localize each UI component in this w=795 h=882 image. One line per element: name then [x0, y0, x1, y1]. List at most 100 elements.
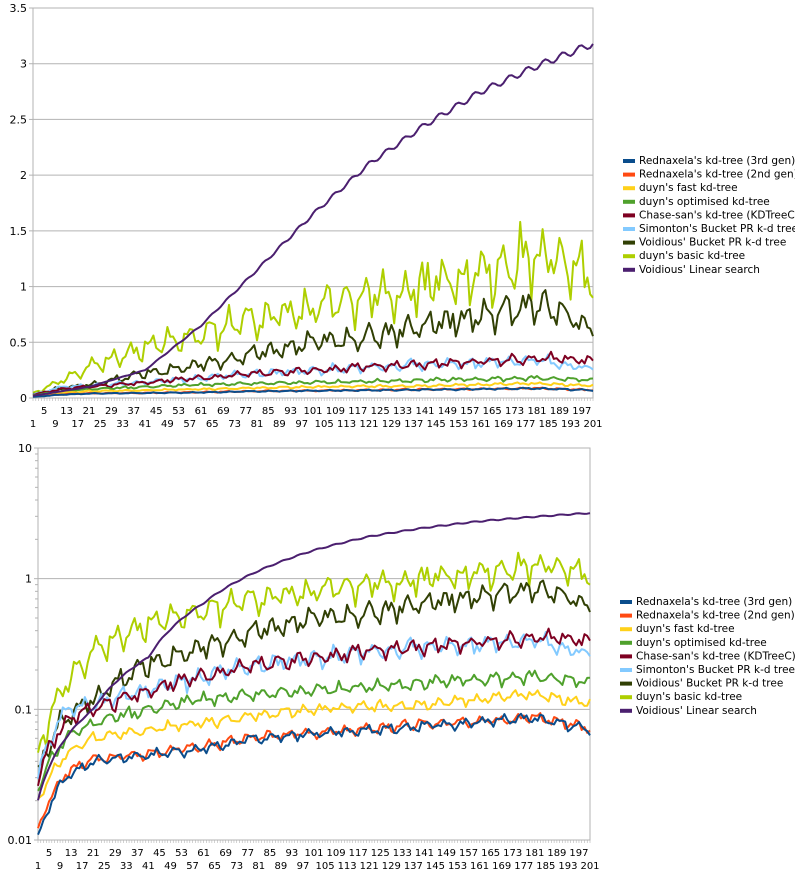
x-tick-label: 45: [153, 848, 166, 859]
x-tick-label: 181: [527, 406, 546, 417]
y-tick-label: 0.1: [15, 703, 33, 716]
y-tick-label: 1: [20, 281, 27, 294]
x-tick-label: 193: [558, 861, 577, 872]
x-tick-label: 197: [572, 406, 591, 417]
legend-label: duyn's fast kd-tree: [636, 623, 735, 635]
x-tick-label: 17: [71, 419, 84, 430]
y-tick-label: 0.5: [10, 336, 28, 349]
x-tick-label: 121: [359, 419, 378, 430]
x-tick-label: 45: [150, 406, 163, 417]
x-tick-label: 9: [57, 861, 63, 872]
x-tick-label: 201: [580, 861, 599, 872]
x-tick-label: 73: [230, 861, 243, 872]
x-tick-label: 85: [263, 848, 276, 859]
series-line-8: [37, 512, 591, 801]
x-tick-label: 97: [297, 861, 310, 872]
x-tick-label: 77: [241, 848, 254, 859]
y-tick-label: 1.5: [10, 225, 28, 238]
x-tick-label: 161: [470, 861, 489, 872]
legend-swatch: [620, 695, 632, 700]
x-tick-label: 133: [393, 848, 412, 859]
series-line-7: [32, 220, 594, 394]
x-tick-label: 101: [303, 406, 322, 417]
legend-label: Voidious' Bucket PR k-d tree: [639, 237, 786, 249]
x-tick-label: 41: [139, 419, 152, 430]
x-tick-label: 177: [516, 419, 535, 430]
legend-label: Rednaxela's kd-tree (2nd gen): [639, 169, 795, 181]
series-line-7: [37, 551, 591, 753]
legend-label: Voidious' Bucket PR k-d tree: [636, 678, 783, 690]
y-tick-label: 3.5: [10, 2, 28, 15]
x-tick-label: 37: [127, 406, 140, 417]
y-tick-label: 2: [20, 169, 27, 182]
x-tick-label: 125: [371, 848, 390, 859]
x-tick-label: 57: [183, 419, 196, 430]
x-tick-label: 37: [131, 848, 144, 859]
legend-swatch: [620, 681, 632, 686]
x-tick-label: 145: [426, 861, 445, 872]
y-tick-label: 10: [18, 442, 32, 455]
x-tick-label: 81: [251, 419, 264, 430]
legend-swatch: [623, 240, 635, 245]
legend-label: Simonton's Bucket PR k-d tree: [636, 664, 795, 676]
series-line-3: [32, 375, 594, 397]
x-tick-label: 169: [494, 419, 513, 430]
x-tick-label: 5: [46, 848, 52, 859]
legend-swatch: [620, 640, 632, 645]
x-tick-label: 109: [327, 848, 346, 859]
x-tick-label: 185: [539, 419, 558, 430]
legend-label: Chase-san's kd-tree (KDTreeC): [639, 209, 795, 221]
x-tick-label: 29: [109, 848, 122, 859]
legend-label: duyn's basic kd-tree: [636, 691, 742, 703]
legend-swatch: [620, 613, 632, 618]
x-tick-label: 77: [239, 406, 252, 417]
x-tick-label: 125: [371, 406, 390, 417]
x-tick-label: 201: [583, 419, 602, 430]
x-tick-label: 101: [304, 848, 323, 859]
x-tick-label: 73: [228, 419, 241, 430]
series-line-0: [32, 386, 594, 398]
x-tick-label: 93: [284, 406, 297, 417]
x-tick-label: 173: [505, 406, 524, 417]
series-line-8: [32, 43, 594, 397]
legend-label: duyn's optimised kd-tree: [639, 196, 770, 208]
legend-swatch: [620, 627, 632, 632]
x-tick-label: 133: [393, 406, 412, 417]
x-tick-label: 49: [161, 419, 174, 430]
x-tick-label: 137: [404, 419, 423, 430]
x-tick-label: 13: [65, 848, 78, 859]
x-tick-label: 137: [404, 861, 423, 872]
legend-label: duyn's optimised kd-tree: [636, 637, 767, 649]
x-tick-label: 169: [492, 861, 511, 872]
x-tick-label: 129: [382, 861, 401, 872]
series-line-6: [32, 289, 594, 395]
x-tick-label: 65: [208, 861, 221, 872]
x-tick-label: 1: [35, 861, 41, 872]
x-tick-label: 69: [219, 848, 232, 859]
x-tick-label: 153: [448, 861, 467, 872]
x-tick-label: 161: [471, 419, 490, 430]
x-tick-label: 53: [175, 848, 188, 859]
legend-swatch: [623, 227, 635, 231]
x-tick-label: 85: [262, 406, 275, 417]
y-tick-label: 1: [25, 573, 32, 586]
x-tick-label: 117: [348, 406, 367, 417]
x-tick-label: 9: [52, 419, 58, 430]
series-line-1: [37, 712, 591, 829]
x-tick-label: 113: [337, 419, 356, 430]
legend-swatch: [623, 159, 635, 163]
x-tick-label: 141: [415, 848, 434, 859]
x-tick-label: 13: [60, 406, 73, 417]
x-tick-label: 173: [503, 848, 522, 859]
x-tick-label: 129: [382, 419, 401, 430]
x-tick-label: 145: [427, 419, 446, 430]
legend-swatch: [623, 199, 635, 204]
x-tick-label: 5: [41, 406, 47, 417]
x-tick-label: 165: [483, 406, 502, 417]
x-tick-label: 93: [286, 848, 299, 859]
x-tick-label: 105: [315, 861, 334, 872]
series-line-4: [32, 350, 594, 397]
x-tick-label: 109: [326, 406, 345, 417]
linear-scale-chart: 0 0.5 1 1.5 2 2.5 3 3.5 5 13 21 29 37 45 53 61 69 77 85 93 1…: [10, 2, 795, 430]
x-tick-label: 81: [252, 861, 265, 872]
